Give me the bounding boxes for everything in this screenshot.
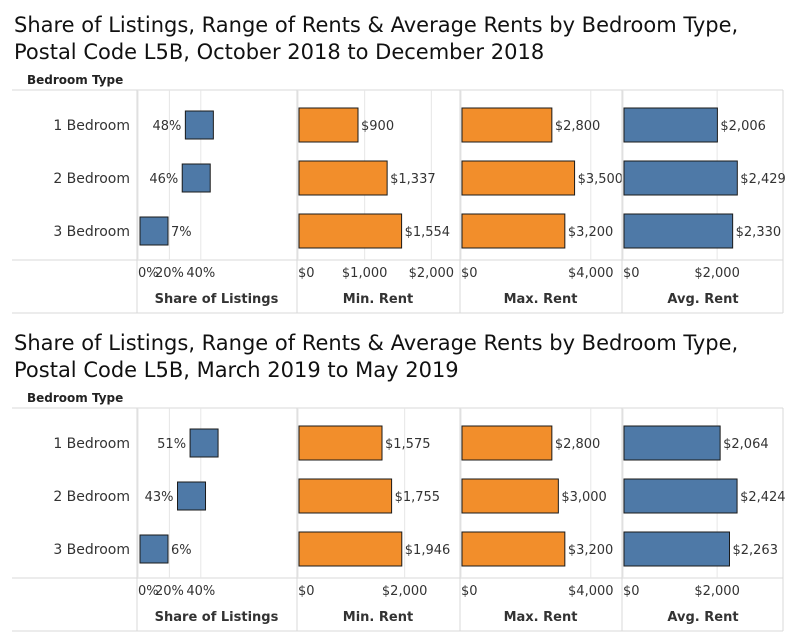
bar-2-3: [298, 531, 403, 567]
bar-4-3: [623, 531, 730, 567]
tick-label: $0: [623, 584, 640, 599]
axis-title: Share of Listings: [155, 292, 279, 307]
tick-label: 0%: [138, 266, 159, 281]
bar-2-2: [298, 160, 388, 196]
data-label: $2,006: [720, 119, 766, 134]
axis-title: Max. Rent: [504, 292, 578, 307]
bar-1-2: [177, 481, 207, 511]
axis-title: Min. Rent: [343, 292, 413, 307]
chart-title-2: Share of Listings, Range of Rents & Aver…: [14, 331, 739, 382]
chart-1: Bedroom Type 1 Bedroom 2 Bedroom 3 Bedroom 0…: [12, 73, 786, 314]
data-label: $2,424: [740, 490, 786, 505]
data-label: $2,800: [555, 119, 601, 134]
tick-label: 40%: [186, 266, 215, 281]
bar-2-1: [298, 425, 383, 461]
tick-label: $1,000: [342, 266, 388, 281]
data-label: $1,946: [405, 543, 451, 558]
axis-title: Avg. Rent: [667, 292, 738, 307]
row-label-2: 2 Bedroom: [53, 171, 130, 187]
tick-label: $4,000: [568, 266, 614, 281]
data-label: 7%: [171, 225, 192, 240]
tick-label: 20%: [155, 266, 184, 281]
axis-title: Avg. Rent: [667, 610, 738, 625]
bar-1-1: [184, 110, 214, 140]
tick-label: $0: [623, 266, 640, 281]
tick-label: $0: [461, 266, 478, 281]
bar-3-1: [461, 107, 553, 143]
chart-2: Bedroom Type 1 Bedroom 2 Bedroom 3 Bedroom 0…: [12, 391, 786, 632]
tick-label: $2,000: [409, 266, 455, 281]
row-label-3: 3 Bedroom: [53, 224, 130, 240]
bar-4-2: [623, 160, 738, 196]
data-label: $3,000: [561, 490, 607, 505]
bar-4-1: [623, 107, 718, 143]
tick-label: $2,000: [382, 584, 428, 599]
tick-label: $0: [461, 584, 478, 599]
axis-title: Max. Rent: [504, 610, 578, 625]
bar-3-1: [461, 425, 553, 461]
bar-1-3: [139, 534, 169, 564]
data-label: $2,263: [732, 543, 778, 558]
bar-4-1: [623, 425, 721, 461]
tick-label: $2,000: [694, 266, 740, 281]
row-label-1: 1 Bedroom: [53, 436, 130, 452]
data-label: $3,200: [568, 543, 614, 558]
axis-title: Share of Listings: [155, 610, 279, 625]
data-label: $1,337: [390, 172, 436, 187]
data-label: $2,429: [740, 172, 786, 187]
bar-1-3: [139, 216, 169, 246]
bar-3-3: [461, 531, 566, 567]
data-label: $3,500: [578, 172, 624, 187]
row-label-3: 3 Bedroom: [53, 542, 130, 558]
bar-1-1: [189, 428, 219, 458]
tick-label: $0: [298, 584, 315, 599]
bar-1-2: [181, 163, 211, 193]
data-label: 48%: [152, 119, 181, 134]
tick-label: $2,000: [694, 584, 740, 599]
chart-title-1: Share of Listings, Range of Rents & Aver…: [14, 13, 739, 64]
data-label: $2,064: [723, 437, 769, 452]
tick-label: 40%: [186, 584, 215, 599]
data-label: $2,800: [555, 437, 601, 452]
data-label: 43%: [145, 490, 174, 505]
data-label: $3,200: [568, 225, 614, 240]
data-label: $2,330: [736, 225, 782, 240]
tick-label: $4,000: [568, 584, 614, 599]
data-label: 46%: [149, 172, 178, 187]
bar-2-2: [298, 478, 393, 514]
data-label: 6%: [171, 543, 192, 558]
bar-3-2: [461, 160, 576, 196]
data-label: $1,575: [385, 437, 431, 452]
row-header: Bedroom Type: [27, 391, 123, 405]
data-label: $1,755: [395, 490, 441, 505]
bar-2-3: [298, 213, 403, 249]
row-header: Bedroom Type: [27, 73, 123, 87]
row-label-2: 2 Bedroom: [53, 489, 130, 505]
axis-title: Min. Rent: [343, 610, 413, 625]
tick-label: 0%: [138, 584, 159, 599]
tick-label: 20%: [155, 584, 184, 599]
bar-2-1: [298, 107, 359, 143]
data-label: $1,554: [405, 225, 451, 240]
tick-label: $0: [298, 266, 315, 281]
data-label: $900: [361, 119, 394, 134]
row-label-1: 1 Bedroom: [53, 118, 130, 134]
bar-3-2: [461, 478, 559, 514]
bar-4-3: [623, 213, 734, 249]
data-label: 51%: [157, 437, 186, 452]
bar-3-3: [461, 213, 566, 249]
bar-4-2: [623, 478, 738, 514]
